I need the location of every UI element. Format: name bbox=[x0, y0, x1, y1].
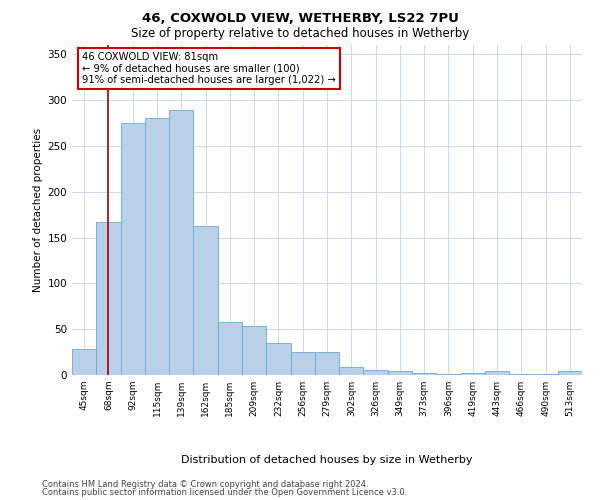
Bar bbox=[436, 374, 461, 375]
Y-axis label: Number of detached properties: Number of detached properties bbox=[33, 128, 43, 292]
Text: Contains public sector information licensed under the Open Government Licence v3: Contains public sector information licen… bbox=[42, 488, 407, 497]
Text: 46, COXWOLD VIEW, WETHERBY, LS22 7PU: 46, COXWOLD VIEW, WETHERBY, LS22 7PU bbox=[142, 12, 458, 26]
Bar bbox=[461, 373, 485, 375]
Bar bbox=[72, 350, 96, 375]
Bar bbox=[266, 343, 290, 375]
Bar bbox=[533, 374, 558, 375]
Bar bbox=[339, 367, 364, 375]
Bar bbox=[509, 374, 533, 375]
Text: 46 COXWOLD VIEW: 81sqm
← 9% of detached houses are smaller (100)
91% of semi-det: 46 COXWOLD VIEW: 81sqm ← 9% of detached … bbox=[82, 52, 336, 85]
Text: Size of property relative to detached houses in Wetherby: Size of property relative to detached ho… bbox=[131, 28, 469, 40]
Bar bbox=[364, 370, 388, 375]
Bar bbox=[290, 352, 315, 375]
X-axis label: Distribution of detached houses by size in Wetherby: Distribution of detached houses by size … bbox=[181, 455, 473, 465]
Bar bbox=[169, 110, 193, 375]
Bar bbox=[242, 326, 266, 375]
Bar bbox=[218, 322, 242, 375]
Text: Contains HM Land Registry data © Crown copyright and database right 2024.: Contains HM Land Registry data © Crown c… bbox=[42, 480, 368, 489]
Bar bbox=[96, 222, 121, 375]
Bar bbox=[315, 352, 339, 375]
Bar bbox=[388, 372, 412, 375]
Bar bbox=[121, 123, 145, 375]
Bar bbox=[193, 226, 218, 375]
Bar bbox=[412, 373, 436, 375]
Bar bbox=[145, 118, 169, 375]
Bar bbox=[485, 372, 509, 375]
Bar bbox=[558, 372, 582, 375]
